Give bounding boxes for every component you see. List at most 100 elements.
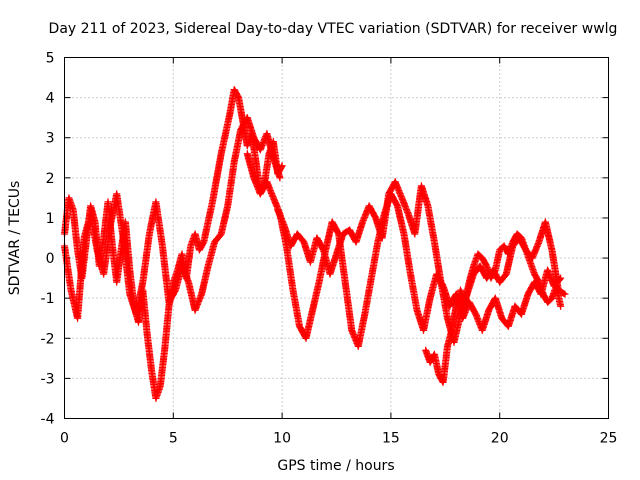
data-point bbox=[428, 361, 432, 364]
data-point bbox=[413, 232, 417, 236]
x-tick-label: 15 bbox=[382, 431, 400, 447]
data-point bbox=[433, 353, 436, 356]
data-point bbox=[206, 264, 210, 268]
data-point bbox=[437, 373, 440, 376]
data-point bbox=[409, 272, 412, 276]
data-point bbox=[115, 280, 118, 284]
data-point bbox=[426, 204, 430, 208]
data-point bbox=[102, 236, 105, 240]
data-point bbox=[317, 280, 321, 284]
plot-frame bbox=[64, 57, 609, 419]
data-point bbox=[322, 248, 325, 252]
data-point bbox=[563, 292, 567, 296]
data-point bbox=[546, 300, 549, 304]
data-point bbox=[478, 264, 482, 268]
series-track-3 bbox=[243, 150, 565, 350]
data-point bbox=[361, 220, 364, 224]
data-point bbox=[337, 232, 340, 236]
data-point bbox=[311, 309, 314, 312]
data-point bbox=[468, 280, 471, 284]
data-point bbox=[200, 292, 203, 296]
data-point bbox=[533, 272, 536, 276]
data-point bbox=[335, 252, 338, 256]
data-point bbox=[459, 313, 462, 316]
data-point bbox=[226, 204, 229, 208]
data-point bbox=[396, 204, 399, 208]
x-axis-label: GPS time / hours bbox=[277, 458, 394, 474]
data-point bbox=[328, 272, 332, 276]
data-point bbox=[150, 369, 153, 372]
data-point bbox=[137, 321, 140, 324]
data-point bbox=[193, 232, 197, 236]
data-point bbox=[433, 240, 436, 244]
data-point bbox=[439, 280, 443, 284]
data-point bbox=[400, 196, 403, 200]
data-point bbox=[555, 284, 558, 288]
data-point bbox=[108, 224, 112, 228]
data-point bbox=[428, 296, 432, 300]
data-point bbox=[546, 268, 549, 272]
y-tick-label: 1 bbox=[46, 211, 55, 227]
data-point bbox=[122, 236, 125, 240]
data-point bbox=[422, 329, 425, 332]
data-point bbox=[82, 236, 86, 240]
data-point bbox=[161, 244, 164, 248]
data-point bbox=[502, 244, 506, 248]
data-point bbox=[280, 164, 284, 167]
y-tick-label: 0 bbox=[46, 251, 55, 267]
data-point bbox=[128, 292, 131, 296]
data-point bbox=[500, 317, 504, 320]
data-point bbox=[468, 300, 471, 304]
data-point bbox=[278, 176, 282, 180]
data-point bbox=[174, 288, 177, 292]
data-point bbox=[198, 248, 201, 252]
x-tick-label: 25 bbox=[600, 431, 618, 447]
series-track-2 bbox=[60, 114, 284, 322]
data-point bbox=[341, 232, 345, 236]
data-point bbox=[76, 248, 79, 252]
data-point bbox=[265, 132, 269, 135]
data-point bbox=[254, 160, 258, 163]
data-point bbox=[448, 304, 451, 308]
data-point bbox=[296, 232, 299, 236]
data-point bbox=[211, 200, 214, 204]
data-point bbox=[189, 244, 192, 248]
data-point bbox=[291, 288, 295, 292]
data-point bbox=[163, 349, 166, 352]
data-point bbox=[459, 288, 462, 292]
data-point bbox=[180, 264, 184, 268]
x-tick-label: 5 bbox=[169, 431, 178, 447]
data-point bbox=[272, 156, 275, 159]
series-markers bbox=[243, 150, 565, 350]
data-point bbox=[528, 260, 532, 264]
data-point bbox=[252, 176, 256, 180]
data-point bbox=[354, 240, 358, 244]
data-point bbox=[159, 385, 162, 388]
data-point bbox=[348, 228, 351, 232]
data-point bbox=[283, 224, 286, 228]
data-point bbox=[276, 208, 279, 212]
data-point bbox=[219, 152, 223, 155]
data-point bbox=[474, 313, 477, 316]
data-point bbox=[115, 192, 118, 196]
data-point bbox=[454, 304, 458, 308]
x-tick-label: 0 bbox=[60, 431, 69, 447]
data-point bbox=[237, 96, 240, 99]
data-point bbox=[494, 296, 497, 300]
data-point bbox=[402, 232, 406, 236]
data-point bbox=[485, 264, 488, 268]
data-point bbox=[187, 280, 190, 284]
data-point bbox=[193, 309, 197, 312]
data-point bbox=[106, 200, 110, 204]
data-point bbox=[124, 220, 127, 224]
data-point bbox=[304, 337, 308, 340]
y-tick-label: 5 bbox=[46, 51, 55, 67]
data-point bbox=[233, 88, 236, 91]
data-point bbox=[374, 216, 377, 220]
data-point bbox=[533, 280, 536, 284]
data-point bbox=[407, 212, 410, 216]
data-point bbox=[559, 276, 562, 280]
data-point bbox=[481, 256, 484, 260]
data-point bbox=[450, 329, 454, 332]
data-point bbox=[394, 180, 397, 184]
